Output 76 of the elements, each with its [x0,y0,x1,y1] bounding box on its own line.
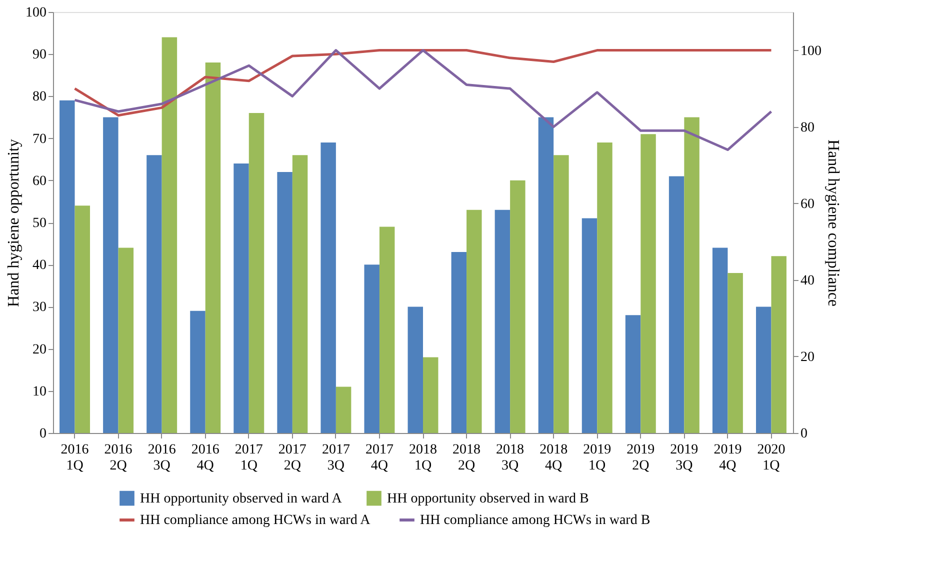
bar [364,264,380,433]
bar [248,113,264,433]
x-tick-label: 2018 1Q [409,442,437,474]
y-tick-label: 60 [32,174,46,189]
legend-label: HH compliance among HCWs in ward B [420,513,650,528]
x-tick-label: 2019 3Q [670,442,698,474]
bar [162,37,178,433]
bar [466,210,482,433]
x-tick-label: 2017 4Q [365,442,394,474]
bar [597,142,612,433]
bar [684,117,700,433]
y2-tick-label: 0 [800,426,808,442]
y-tick-label: 80 [32,90,46,105]
bar [728,273,743,433]
bar [408,306,423,433]
bar [668,176,684,433]
legend-label: HH compliance among HCWs in ward A [140,513,372,528]
x-tick-label: 2017 2Q [278,442,306,474]
bar [582,218,598,433]
bar [756,306,772,433]
y2-tick-label: 100 [800,44,822,59]
bar [74,206,90,433]
bar [118,248,134,433]
x-tick-label: 2018 2Q [452,442,481,474]
y-tick-label: 30 [32,300,46,316]
legend-label: HH opportunity observed in ward B [387,491,589,506]
x-tick-label: 2017 1Q [234,442,263,474]
bar [712,248,728,433]
y-tick-label: 10 [32,384,46,400]
y2-tick-label: 80 [800,120,814,136]
bar [292,155,308,433]
x-tick-label: 2019 2Q [626,442,655,474]
y2-axis-title: Hand hygiene compliance [824,139,842,307]
bar [205,62,221,433]
bar [510,180,526,433]
y-tick-label: 20 [32,342,46,358]
x-tick-label: 2016 4Q [191,442,220,474]
x-tick-label: 2020 1Q [757,442,786,474]
y-axis-title: Hand hygiene opportunity [6,139,22,307]
bar [640,134,656,433]
bar [494,210,510,433]
y-tick-label: 50 [32,216,46,231]
y2-tick-label: 60 [800,196,814,212]
bar [60,100,75,433]
bar [320,142,336,433]
y2-tick-label: 20 [800,350,814,365]
bar [538,117,554,433]
x-tick-label: 2016 2Q [104,442,132,474]
bar [379,226,395,433]
x-tick-label: 2019 4Q [714,442,742,474]
bar [423,357,438,433]
y-tick-label: 0 [40,426,46,442]
bar [554,155,569,433]
bar [234,164,249,433]
y-tick-label: 90 [32,48,46,63]
y-tick-label: 40 [32,258,46,274]
bar [190,310,206,433]
x-tick-label: 2018 3Q [496,442,524,474]
x-tick-label: 2018 4Q [540,442,568,474]
x-tick-label: 2017 3Q [322,442,350,474]
line-series [74,49,772,117]
bar [625,315,641,433]
bar [277,172,292,433]
y2-tick-label: 40 [800,273,814,288]
y-tick-label: 100 [26,6,46,20]
bar [771,256,786,433]
bar [451,252,467,433]
bar [336,386,352,433]
line-series [74,49,772,152]
x-tick-label: 2016 3Q [148,442,176,474]
x-tick-label: 2016 1Q [60,442,89,474]
y-tick-label: 70 [32,132,46,147]
x-tick-label: 2019 1Q [583,442,612,474]
bar [146,155,162,433]
legend-label: HH opportunity observed in ward A [140,491,343,506]
bar [103,117,118,433]
